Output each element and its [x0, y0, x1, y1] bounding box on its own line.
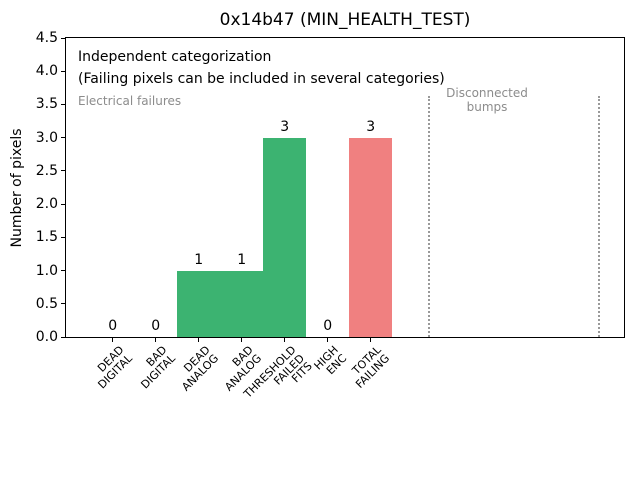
y-tick-label: 0.5	[35, 295, 58, 312]
x-tick-mark	[241, 338, 243, 342]
y-tick-mark	[61, 270, 65, 272]
y-tick-mark	[61, 37, 65, 39]
y-tick-mark	[61, 137, 65, 139]
x-tick-label: HIGH ENC	[311, 343, 350, 377]
plot-area: Independent categorization (Failing pixe…	[65, 37, 625, 338]
y-tick-label: 3.0	[35, 129, 58, 146]
x-tick-mark	[370, 338, 372, 342]
x-tick-label: DEAD DIGITAL	[94, 343, 135, 392]
dotted-separator-line	[598, 96, 601, 337]
bar	[263, 137, 307, 337]
y-tick-mark	[61, 170, 65, 172]
bar-value-label: 1	[237, 251, 247, 268]
annotation-parenthetical: (Failing pixels can be included in sever…	[78, 71, 445, 87]
y-tick-mark	[61, 70, 65, 72]
x-tick-label: TOTAL FAILING	[350, 343, 393, 391]
y-tick-label: 0.0	[35, 329, 58, 345]
y-tick-label: 2.5	[35, 162, 58, 179]
bar	[349, 137, 393, 337]
bar	[177, 270, 221, 337]
bar-value-label: 0	[151, 318, 161, 334]
y-tick-mark	[61, 203, 65, 205]
dotted-separator-line	[428, 96, 431, 337]
chart-title: 0x14b47 (MIN_HEALTH_TEST)	[219, 10, 471, 30]
y-tick-mark	[61, 336, 65, 338]
y-tick-mark	[61, 103, 65, 105]
y-tick-label: 1.5	[35, 229, 58, 246]
y-tick-label: 4.0	[35, 63, 58, 80]
y-tick-mark	[61, 303, 65, 305]
bar-value-label: 1	[194, 251, 204, 268]
x-tick-mark	[112, 338, 114, 342]
annotation-disconnected-bumps: Disconnected bumps	[446, 86, 528, 114]
bar-value-label: 0	[108, 318, 118, 334]
bar	[220, 270, 264, 337]
x-tick-mark	[155, 338, 157, 342]
x-tick-label: DEAD ANALOG	[178, 343, 221, 394]
y-tick-mark	[61, 236, 65, 238]
y-tick-label: 1.0	[35, 262, 58, 279]
y-tick-label: 2.0	[35, 196, 58, 213]
x-tick-mark	[198, 338, 200, 342]
y-tick-label: 3.5	[35, 96, 58, 113]
x-tick-mark	[284, 338, 286, 342]
y-axis-label: Number of pixels	[9, 128, 25, 248]
x-tick-label: BAD DIGITAL	[137, 343, 178, 392]
bar-value-label: 3	[366, 118, 376, 135]
y-tick-label: 4.5	[35, 30, 58, 46]
bar-value-label: 0	[323, 318, 333, 334]
bar-value-label: 3	[280, 118, 290, 135]
annotation-electrical-failures: Electrical failures	[78, 94, 182, 108]
x-tick-mark	[327, 338, 329, 342]
annotation-independent-categorization: Independent categorization	[78, 49, 272, 65]
